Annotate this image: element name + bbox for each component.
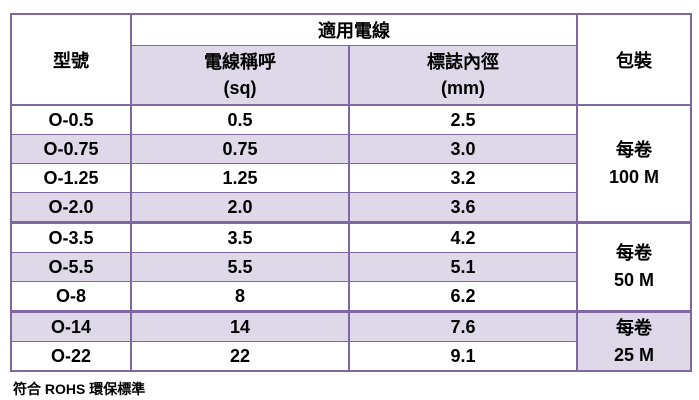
table-row: O-14 14 7.6 每卷 25 M [10, 310, 692, 372]
table-row: O-0.75 0.75 3.0 [10, 134, 691, 164]
spec-sheet: 型號 適用電線 包裝 電線稱呼 (sq) 標誌內徑 (mm) O-0.5 0.5… [10, 13, 692, 372]
inner-mm-cell: 7.6 [348, 310, 578, 342]
inner-mm-cell: 3.2 [348, 163, 578, 193]
wire-sq-cell: 22 [130, 341, 350, 372]
inner-mm-cell: 3.0 [348, 134, 578, 164]
wire-sq-cell: 8 [130, 281, 350, 312]
packaging-per-roll-label: 每卷 [616, 317, 652, 338]
wire-name-unit: (sq) [223, 78, 257, 98]
packaging-cell: 每卷 100 M [576, 104, 692, 223]
model-cell: O-2.0 [10, 192, 132, 223]
model-cell: O-0.75 [10, 134, 132, 164]
wire-sq-cell: 5.5 [130, 252, 350, 282]
model-cell: O-0.5 [10, 104, 132, 135]
packaging-per-roll-label: 每卷 [616, 139, 652, 160]
inner-mm-cell: 6.2 [348, 281, 578, 312]
wire-sq-cell: 2.0 [130, 192, 350, 223]
packaging-length-label: 25 M [613, 344, 655, 365]
table-row: O-8 8 6.2 [10, 281, 691, 312]
header-inner-diameter-cell: 標誌內徑 (mm) [348, 45, 578, 106]
packaging-length-label: 100 M [608, 166, 660, 187]
model-cell: O-22 [10, 341, 132, 372]
wire-sq-cell: 0.75 [130, 134, 350, 164]
header-wire-name-cell: 電線稱呼 (sq) [130, 45, 350, 106]
table-row: O-2.0 2.0 3.6 [10, 192, 691, 223]
model-cell: O-5.5 [10, 252, 132, 282]
header-row-sub: 電線稱呼 (sq) 標誌內徑 (mm) [11, 45, 691, 106]
rohs-compliance-note: 符合 ROHS 環保標準 [13, 381, 146, 397]
packaging-length-label: 50 M [613, 270, 655, 290]
table-row: O-3.5 3.5 4.2 每卷 50 M [10, 221, 692, 312]
inner-diameter-unit: (mm) [441, 78, 485, 98]
table-row: O-22 22 9.1 [10, 341, 691, 372]
wire-sq-cell: 14 [130, 310, 350, 342]
model-cell: O-14 [10, 310, 132, 342]
model-cell: O-1.25 [10, 163, 132, 193]
table-row: O-0.5 0.5 2.5 每卷 100 M [10, 104, 692, 223]
inner-mm-cell: 2.5 [348, 104, 578, 135]
wire-sq-cell: 0.5 [130, 104, 350, 135]
wire-sq-cell: 3.5 [130, 221, 350, 253]
header-model-cell: 型號 [10, 13, 132, 106]
packaging-cell: 每卷 25 M [576, 310, 692, 372]
inner-diameter-label: 標誌內徑 [427, 51, 499, 72]
wire-name-label: 電線稱呼 [204, 51, 276, 72]
wire-terminal-spec-table: 型號 適用電線 包裝 電線稱呼 (sq) 標誌內徑 (mm) O-0.5 0.5… [10, 13, 692, 372]
model-cell: O-8 [10, 281, 132, 312]
inner-mm-cell: 5.1 [348, 252, 578, 282]
header-packaging-cell: 包裝 [576, 13, 692, 106]
packaging-per-roll-label: 每卷 [616, 243, 652, 263]
header-row-top: 型號 適用電線 包裝 [10, 13, 692, 106]
wire-sq-cell: 1.25 [130, 163, 350, 193]
table-row: O-1.25 1.25 3.2 [10, 163, 691, 193]
header-applicable-wire-cell: 適用電線 [130, 13, 578, 46]
inner-mm-cell: 9.1 [348, 341, 578, 372]
inner-mm-cell: 3.6 [348, 192, 578, 223]
model-cell: O-3.5 [10, 221, 132, 253]
table-row: O-5.5 5.5 5.1 [10, 252, 691, 282]
packaging-cell: 每卷 50 M [576, 221, 692, 312]
inner-mm-cell: 4.2 [348, 221, 578, 253]
